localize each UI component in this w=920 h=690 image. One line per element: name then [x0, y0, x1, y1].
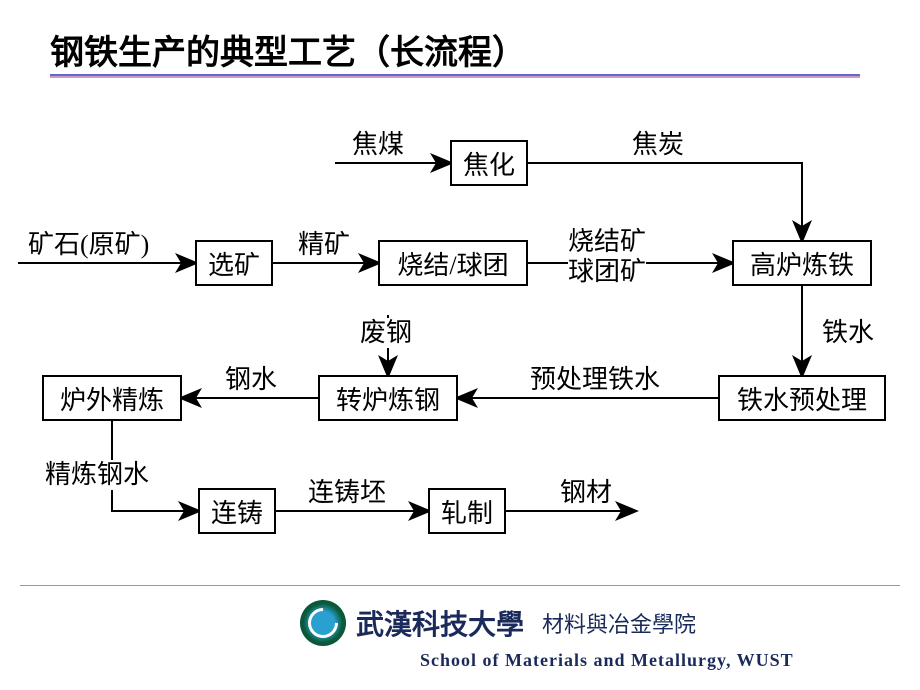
label-sinter_pellet: 烧结矿球团矿: [568, 227, 646, 287]
node-cc: 连铸: [198, 488, 276, 534]
label-liquid_steel: 钢水: [225, 365, 277, 395]
department-name: 材料與冶金學院: [542, 607, 696, 639]
label-coke: 焦炭: [632, 130, 684, 160]
node-pretreatment: 铁水预处理: [718, 375, 886, 421]
node-sintering: 烧结/球团: [378, 240, 528, 286]
university-logo-icon: [300, 600, 346, 646]
node-beneficiation: 选矿: [195, 240, 273, 286]
page-title: 钢铁生产的典型工艺（长流程）: [50, 25, 526, 74]
label-refined_steel: 精炼钢水: [45, 460, 149, 490]
node-blast_furnace: 高炉炼铁: [732, 240, 872, 286]
label-hot_metal: 铁水: [822, 318, 874, 348]
node-coking: 焦化: [450, 140, 528, 186]
node-bof: 转炉炼钢: [318, 375, 458, 421]
node-refining: 炉外精炼: [42, 375, 182, 421]
title-underline: [50, 74, 860, 78]
label-pretreated: 预处理铁水: [530, 365, 660, 395]
label-steel_product: 钢材: [560, 478, 612, 508]
flowchart-diagram: 焦化选矿烧结/球团高炉炼铁铁水预处理转炉炼钢炉外精炼连铸轧制 焦煤焦炭矿石(原矿…: [0, 100, 920, 530]
label-coking_coal: 焦煤: [352, 130, 404, 160]
university-name: 武漢科技大學: [356, 603, 524, 643]
label-concentrate: 精矿: [298, 230, 350, 260]
label-cc_billet: 连铸坯: [308, 478, 386, 508]
footer-divider: [20, 585, 900, 586]
footer: 武漢科技大學 材料與冶金學院: [300, 600, 696, 646]
label-raw_ore: 矿石(原矿): [28, 230, 149, 260]
node-rolling: 轧制: [428, 488, 506, 534]
label-scrap: 废钢: [360, 318, 412, 348]
footer-english: School of Materials and Metallurgy, WUST: [420, 650, 794, 671]
